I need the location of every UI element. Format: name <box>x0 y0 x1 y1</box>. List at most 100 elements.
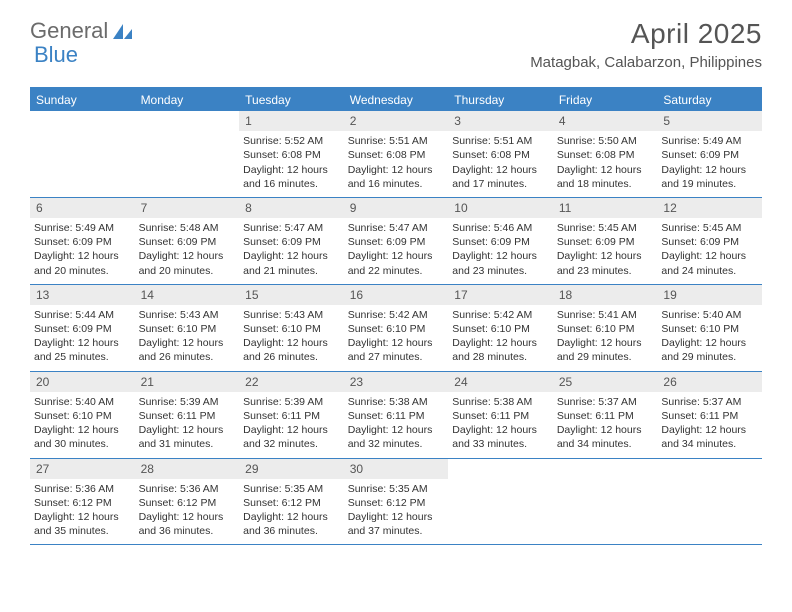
weekday-header: Sunday <box>30 89 135 111</box>
logo-sail-icon <box>112 22 134 40</box>
day-details: Sunrise: 5:47 AMSunset: 6:09 PMDaylight:… <box>243 221 340 278</box>
day-details: Sunrise: 5:39 AMSunset: 6:11 PMDaylight:… <box>243 395 340 452</box>
day-details: Sunrise: 5:49 AMSunset: 6:09 PMDaylight:… <box>34 221 131 278</box>
day-details: Sunrise: 5:36 AMSunset: 6:12 PMDaylight:… <box>139 482 236 539</box>
weekday-header: Saturday <box>657 89 762 111</box>
day-details: Sunrise: 5:51 AMSunset: 6:08 PMDaylight:… <box>348 134 445 191</box>
day-cell: 18 Sunrise: 5:41 AMSunset: 6:10 PMDayligh… <box>553 285 658 371</box>
day-cell: 17Sunrise: 5:42 AMSunset: 6:10 PMDayligh… <box>448 285 553 371</box>
day-cell: 25 Sunrise: 5:37 AMSunset: 6:11 PMDayligh… <box>553 372 658 458</box>
day-details: Sunrise: 5:41 AMSunset: 6:10 PMDaylight:… <box>557 308 654 365</box>
day-cell: 3 Sunrise: 5:51 AMSunset: 6:08 PMDaylight… <box>448 111 553 197</box>
day-details: Sunrise: 5:47 AMSunset: 6:09 PMDaylight:… <box>348 221 445 278</box>
title-block: April 2025 Matagbak, Calabarzon, Philipp… <box>530 18 762 71</box>
week-row: 27Sunrise: 5:36 AMSunset: 6:12 PMDayligh… <box>30 459 762 546</box>
day-details: Sunrise: 5:43 AMSunset: 6:10 PMDaylight:… <box>243 308 340 365</box>
calendar: SundayMondayTuesdayWednesdayThursdayFrid… <box>30 87 762 545</box>
location: Matagbak, Calabarzon, Philippines <box>530 54 762 71</box>
day-number: 29 <box>239 459 344 479</box>
day-number: 30 <box>344 459 449 479</box>
empty-cell <box>553 459 658 545</box>
day-cell: 16Sunrise: 5:42 AMSunset: 6:10 PMDayligh… <box>344 285 449 371</box>
weekday-header: Wednesday <box>344 89 449 111</box>
day-cell: 12 Sunrise: 5:45 AMSunset: 6:09 PMDayligh… <box>657 198 762 284</box>
day-details: Sunrise: 5:50 AMSunset: 6:08 PMDaylight:… <box>557 134 654 191</box>
week-row: 6 Sunrise: 5:49 AMSunset: 6:09 PMDaylight… <box>30 198 762 285</box>
day-number: 19 <box>657 285 762 305</box>
week-row: 1 Sunrise: 5:52 AMSunset: 6:08 PMDaylight… <box>30 111 762 198</box>
day-details: Sunrise: 5:49 AMSunset: 6:09 PMDaylight:… <box>661 134 758 191</box>
day-number: 3 <box>448 111 553 131</box>
day-cell: 5 Sunrise: 5:49 AMSunset: 6:09 PMDaylight… <box>657 111 762 197</box>
day-number: 27 <box>30 459 135 479</box>
weekday-header: Tuesday <box>239 89 344 111</box>
day-number: 11 <box>553 198 658 218</box>
day-number: 21 <box>135 372 240 392</box>
day-number: 18 <box>553 285 658 305</box>
month-title: April 2025 <box>530 18 762 50</box>
day-number: 9 <box>344 198 449 218</box>
day-cell: 13Sunrise: 5:44 AMSunset: 6:09 PMDayligh… <box>30 285 135 371</box>
day-number: 28 <box>135 459 240 479</box>
day-details: Sunrise: 5:45 AMSunset: 6:09 PMDaylight:… <box>661 221 758 278</box>
weekday-header-row: SundayMondayTuesdayWednesdayThursdayFrid… <box>30 89 762 111</box>
day-cell: 6 Sunrise: 5:49 AMSunset: 6:09 PMDaylight… <box>30 198 135 284</box>
day-number: 17 <box>448 285 553 305</box>
day-number: 6 <box>30 198 135 218</box>
day-details: Sunrise: 5:37 AMSunset: 6:11 PMDaylight:… <box>557 395 654 452</box>
day-cell: 7Sunrise: 5:48 AMSunset: 6:09 PMDaylight… <box>135 198 240 284</box>
day-number: 12 <box>657 198 762 218</box>
day-number: 13 <box>30 285 135 305</box>
day-details: Sunrise: 5:40 AMSunset: 6:10 PMDaylight:… <box>34 395 131 452</box>
day-number: 25 <box>553 372 658 392</box>
day-number: 10 <box>448 198 553 218</box>
day-cell: 28 Sunrise: 5:36 AMSunset: 6:12 PMDayligh… <box>135 459 240 545</box>
week-row: 20Sunrise: 5:40 AMSunset: 6:10 PMDayligh… <box>30 372 762 459</box>
day-cell: 20Sunrise: 5:40 AMSunset: 6:10 PMDayligh… <box>30 372 135 458</box>
logo: General <box>30 18 134 44</box>
day-cell: 14Sunrise: 5:43 AMSunset: 6:10 PMDayligh… <box>135 285 240 371</box>
day-cell: 24Sunrise: 5:38 AMSunset: 6:11 PMDayligh… <box>448 372 553 458</box>
day-details: Sunrise: 5:43 AMSunset: 6:10 PMDaylight:… <box>139 308 236 365</box>
day-cell: 23 Sunrise: 5:38 AMSunset: 6:11 PMDayligh… <box>344 372 449 458</box>
day-number: 4 <box>553 111 658 131</box>
day-details: Sunrise: 5:40 AMSunset: 6:10 PMDaylight:… <box>661 308 758 365</box>
day-cell: 4 Sunrise: 5:50 AMSunset: 6:08 PMDaylight… <box>553 111 658 197</box>
day-details: Sunrise: 5:48 AMSunset: 6:09 PMDaylight:… <box>139 221 236 278</box>
empty-cell <box>657 459 762 545</box>
day-details: Sunrise: 5:36 AMSunset: 6:12 PMDaylight:… <box>34 482 131 539</box>
day-cell: 26 Sunrise: 5:37 AMSunset: 6:11 PMDayligh… <box>657 372 762 458</box>
day-number: 22 <box>239 372 344 392</box>
empty-cell <box>135 111 240 197</box>
day-cell: 27 Sunrise: 5:36 AMSunset: 6:12 PMDayligh… <box>30 459 135 545</box>
day-number: 15 <box>239 285 344 305</box>
empty-cell <box>448 459 553 545</box>
day-details: Sunrise: 5:39 AMSunset: 6:11 PMDaylight:… <box>139 395 236 452</box>
weekday-header: Thursday <box>448 89 553 111</box>
day-number: 5 <box>657 111 762 131</box>
day-details: Sunrise: 5:46 AMSunset: 6:09 PMDaylight:… <box>452 221 549 278</box>
day-details: Sunrise: 5:42 AMSunset: 6:10 PMDaylight:… <box>348 308 445 365</box>
weekday-header: Monday <box>135 89 240 111</box>
day-cell: 30Sunrise: 5:35 AMSunset: 6:12 PMDayligh… <box>344 459 449 545</box>
day-cell: 2Sunrise: 5:51 AMSunset: 6:08 PMDaylight… <box>344 111 449 197</box>
day-details: Sunrise: 5:38 AMSunset: 6:11 PMDaylight:… <box>452 395 549 452</box>
day-cell: 15 Sunrise: 5:43 AMSunset: 6:10 PMDayligh… <box>239 285 344 371</box>
day-number: 23 <box>344 372 449 392</box>
day-number: 26 <box>657 372 762 392</box>
day-number: 8 <box>239 198 344 218</box>
day-cell: 22 Sunrise: 5:39 AMSunset: 6:11 PMDayligh… <box>239 372 344 458</box>
day-details: Sunrise: 5:37 AMSunset: 6:11 PMDaylight:… <box>661 395 758 452</box>
day-details: Sunrise: 5:45 AMSunset: 6:09 PMDaylight:… <box>557 221 654 278</box>
day-cell: 1 Sunrise: 5:52 AMSunset: 6:08 PMDaylight… <box>239 111 344 197</box>
logo-text-2: Blue <box>34 42 78 68</box>
day-cell: 19 Sunrise: 5:40 AMSunset: 6:10 PMDayligh… <box>657 285 762 371</box>
day-cell: 8 Sunrise: 5:47 AMSunset: 6:09 PMDaylight… <box>239 198 344 284</box>
day-cell: 10 Sunrise: 5:46 AMSunset: 6:09 PMDayligh… <box>448 198 553 284</box>
day-cell: 21 Sunrise: 5:39 AMSunset: 6:11 PMDayligh… <box>135 372 240 458</box>
day-details: Sunrise: 5:38 AMSunset: 6:11 PMDaylight:… <box>348 395 445 452</box>
day-details: Sunrise: 5:52 AMSunset: 6:08 PMDaylight:… <box>243 134 340 191</box>
day-details: Sunrise: 5:51 AMSunset: 6:08 PMDaylight:… <box>452 134 549 191</box>
day-number: 1 <box>239 111 344 131</box>
week-row: 13Sunrise: 5:44 AMSunset: 6:09 PMDayligh… <box>30 285 762 372</box>
